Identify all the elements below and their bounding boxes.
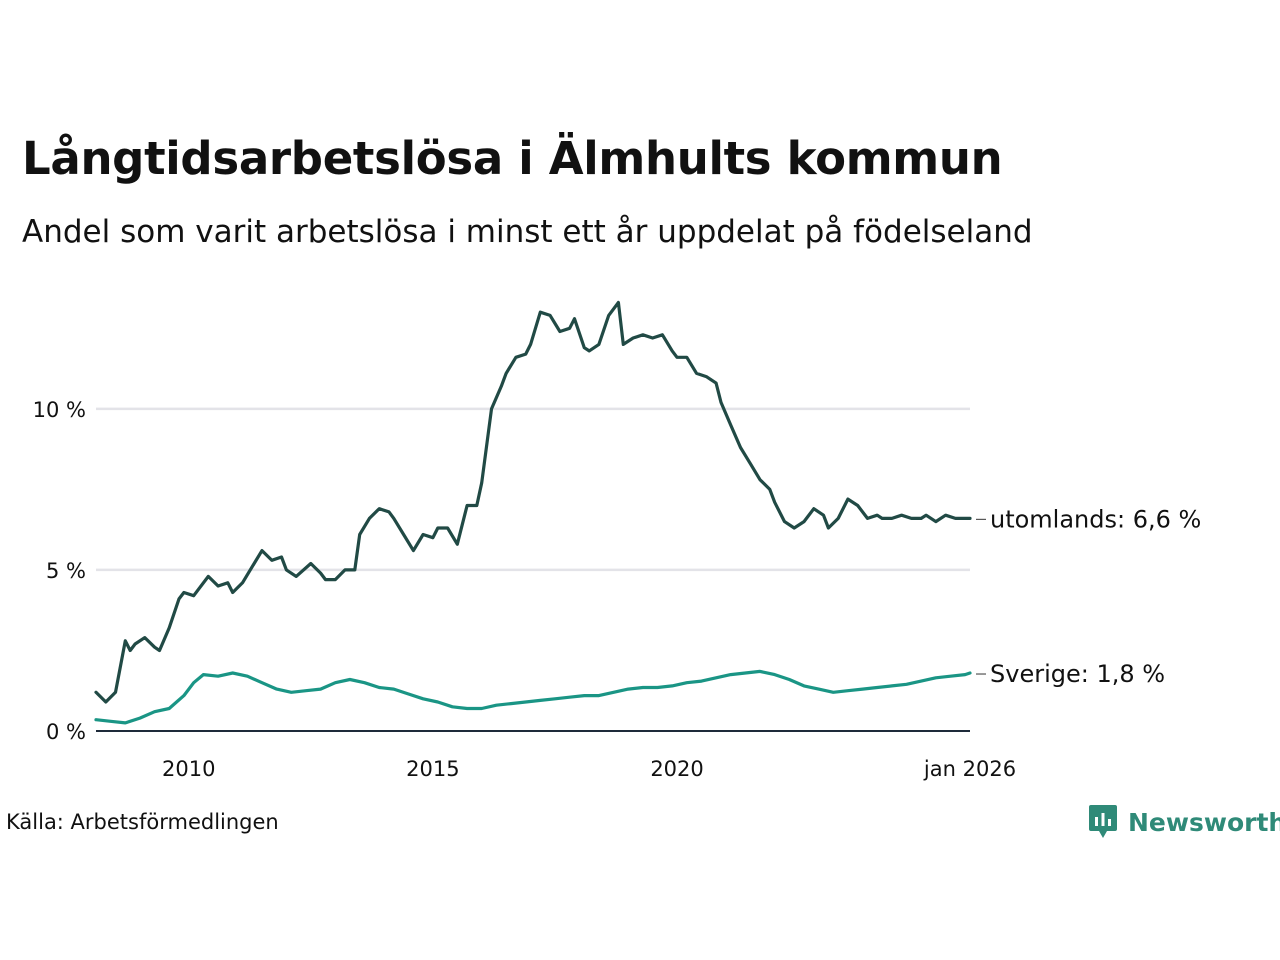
x-tick-label: jan 2026 <box>923 757 1016 781</box>
x-axis-ticks: 2010 2015 2020 jan 2026 <box>162 757 1016 781</box>
x-tick-label: 2015 <box>406 757 459 781</box>
series-line-sverige <box>94 669 972 725</box>
y-tick-label: 0 % <box>46 720 86 744</box>
y-tick-label: 10 % <box>33 398 86 422</box>
end-label-sverige: Sverige: 1,8 % <box>990 660 1165 688</box>
y-axis-ticks: 0 % 5 % 10 % <box>33 398 86 744</box>
chart-title: Långtidsarbetslösa i Älmhults kommun <box>22 132 1003 185</box>
gridlines <box>96 407 970 572</box>
end-labels: utomlands: 6,6 % Sverige: 1,8 % <box>976 505 1201 688</box>
newsworthy-logo-icon <box>1089 805 1117 838</box>
series-line-utomlands <box>94 300 972 704</box>
brand-logo: Newsworthy <box>1088 804 1280 840</box>
x-tick-label: 2010 <box>162 757 215 781</box>
chart-subtitle: Andel som varit arbetslösa i minst ett å… <box>22 214 1033 250</box>
source-note: Källa: Arbetsförmedlingen <box>6 810 279 834</box>
x-tick-label: 2020 <box>650 757 703 781</box>
brand-name: Newsworthy <box>1128 807 1280 837</box>
end-label-utomlands: utomlands: 6,6 % <box>990 505 1201 533</box>
series <box>94 300 972 725</box>
y-tick-label: 5 % <box>46 559 86 583</box>
